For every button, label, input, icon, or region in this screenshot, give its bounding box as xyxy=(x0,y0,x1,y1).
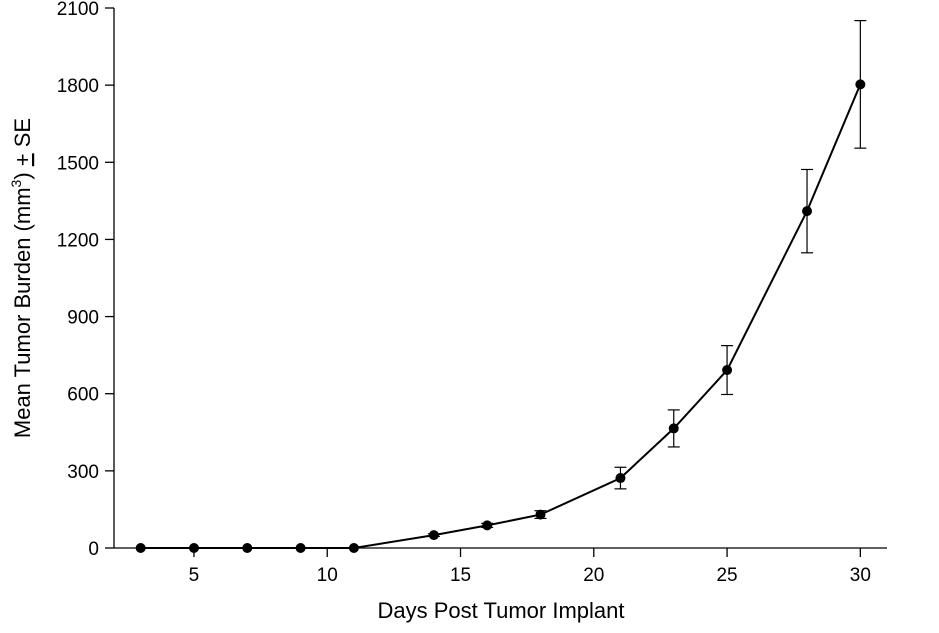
y-tick-label: 1500 xyxy=(57,153,99,174)
x-tick-label: 25 xyxy=(716,565,737,586)
data-point xyxy=(855,79,866,90)
x-tick-label: 5 xyxy=(189,565,200,586)
x-axis-label: Days Post Tumor Implant xyxy=(378,598,625,623)
y-tick-label: 1200 xyxy=(57,230,99,251)
y-axis-label-close: ) xyxy=(10,166,35,179)
data-point xyxy=(295,543,306,553)
data-point xyxy=(482,520,493,531)
y-tick-label: 0 xyxy=(88,539,99,560)
data-point xyxy=(242,543,253,553)
y-tick-label: 600 xyxy=(67,385,99,406)
axes: 0 300 600 900 1200 1500 1800 2100 5 10 15 20 25 30 xyxy=(57,0,887,586)
y-tick-label: 1800 xyxy=(57,76,99,97)
y-tick-label: 2100 xyxy=(57,0,99,20)
y-axis-label-se: SE xyxy=(10,118,35,153)
y-axis-label-plus-minus: + xyxy=(10,153,35,166)
y-axis-label: Mean Tumor Burden (mm3) + SE xyxy=(8,118,35,438)
y-axis-label-superscript: 3 xyxy=(8,179,24,187)
x-tick-label: 15 xyxy=(450,565,471,586)
x-tick-label: 10 xyxy=(317,565,338,586)
y-tick-label: 900 xyxy=(67,308,99,329)
data-point xyxy=(535,509,546,520)
series-line xyxy=(140,84,862,549)
data-point xyxy=(802,206,813,217)
y-tick-label: 300 xyxy=(67,462,99,483)
x-tick-label: 30 xyxy=(850,565,871,586)
data-point xyxy=(722,365,733,376)
data-point xyxy=(428,530,439,541)
data-point xyxy=(188,543,199,553)
data-point xyxy=(135,543,146,553)
series-layer xyxy=(135,20,867,553)
y-axis-label-main: Mean Tumor Burden (mm xyxy=(10,187,35,438)
data-point xyxy=(615,473,626,484)
data-point xyxy=(348,543,359,553)
x-tick-label: 20 xyxy=(583,565,604,586)
data-point xyxy=(668,423,679,434)
